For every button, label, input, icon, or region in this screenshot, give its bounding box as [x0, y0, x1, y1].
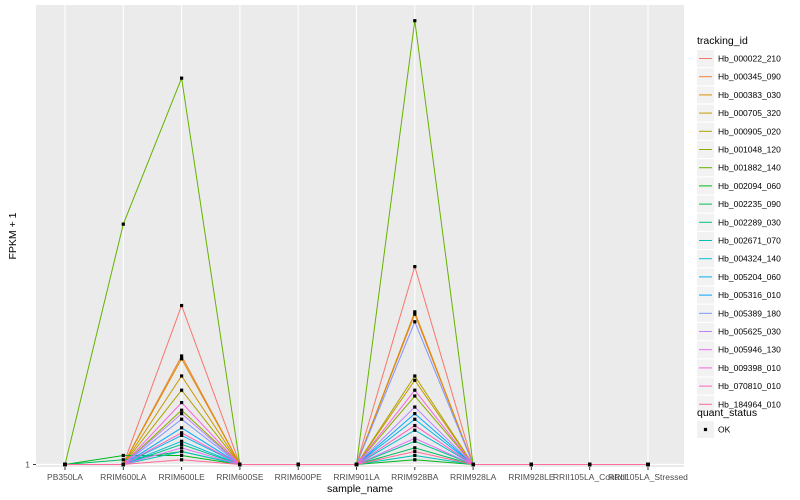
data-point: [413, 458, 417, 462]
data-point: [180, 357, 184, 361]
data-point: [413, 453, 417, 458]
data-point: [121, 462, 125, 467]
legend-label: Hb_005625_030: [718, 327, 781, 337]
legend-label: Hb_000022_210: [718, 54, 781, 64]
legend-label: Hb_005316_010: [718, 290, 781, 300]
data-point: [180, 412, 184, 416]
data-point: [180, 417, 184, 421]
data-point: [413, 378, 417, 382]
plot-panel: [36, 5, 684, 467]
legend-label: Hb_005946_130: [718, 345, 781, 355]
data-point: [413, 439, 417, 443]
legend-title: tracking_id: [697, 35, 748, 47]
legend-label: Hb_005204_060: [718, 272, 781, 282]
data-point: [180, 439, 184, 443]
legend-label: Hb_005389_180: [718, 308, 781, 318]
data-point: [413, 320, 417, 324]
data-point: [413, 19, 417, 23]
legend-label: Hb_184964_010: [718, 399, 781, 409]
data-point: [121, 458, 125, 462]
x-tick-label: RRIM928LE: [508, 472, 555, 482]
data-point: [180, 374, 184, 378]
shape-legend-title: quant_status: [697, 407, 757, 419]
data-point: [413, 312, 417, 316]
x-axis: PB350LA RRIM600LA RRIM600LE RRIM600SE RRIM60…: [47, 467, 688, 482]
data-point: [180, 408, 184, 412]
data-point: [588, 462, 592, 467]
data-point: [121, 453, 125, 458]
x-tick-label: RRIM600LE: [158, 472, 205, 482]
y-tick-label: 1: [25, 459, 30, 469]
data-point: [180, 458, 184, 462]
legend-label: Hb_070810_010: [718, 381, 781, 391]
data-point: [121, 222, 125, 226]
data-point: [413, 374, 417, 378]
legend-label: Hb_000905_020: [718, 126, 781, 136]
x-tick-label: RRIM600PE: [275, 472, 323, 482]
data-point: [413, 417, 417, 421]
x-tick-label: RRIM928LA: [450, 472, 497, 482]
x-tick-label: RRII105LA_Stressed: [608, 472, 688, 482]
data-point: [180, 76, 184, 80]
data-point: [646, 462, 650, 467]
data-point: [180, 453, 184, 458]
data-point: [180, 442, 184, 447]
data-point: [413, 394, 417, 398]
y-axis-title: FPKM + 1: [7, 212, 19, 259]
data-point: [180, 354, 184, 358]
data-point: [529, 462, 533, 467]
legend-label: Hb_002671_070: [718, 236, 781, 246]
grid: [36, 5, 684, 467]
legend-label: Hb_000705_320: [718, 108, 781, 118]
data-point: [471, 462, 475, 467]
legend-label: Hb_009398_010: [718, 363, 781, 373]
legend-label: Hb_004324_140: [718, 254, 781, 264]
data-point: [180, 401, 184, 405]
data-point: [413, 449, 417, 454]
x-tick-label: RRIM600SE: [216, 472, 264, 482]
data-point: [180, 426, 184, 430]
data-points: [63, 19, 650, 467]
data-point: [180, 388, 184, 392]
data-point: [354, 462, 359, 467]
shape-legend-label: OK: [718, 425, 731, 435]
x-tick-label: RRII105LA_Control: [553, 472, 627, 482]
data-point: [180, 431, 184, 435]
data-point: [413, 265, 417, 269]
data-point: [180, 433, 184, 438]
legend: tracking_id Hb_000022_210 Hb_000345_090 Hb…: [697, 35, 781, 413]
x-tick-label: RRIM600LA: [100, 472, 147, 482]
data-point: [413, 412, 417, 416]
data-point: [180, 303, 184, 308]
legend-label: Hb_002235_090: [718, 199, 781, 209]
data-point: [413, 388, 417, 392]
shape-legend-key: [703, 427, 708, 432]
data-point: [180, 446, 184, 450]
legend-label: Hb_002289_030: [718, 217, 781, 227]
legend-label: Hb_000345_090: [718, 72, 781, 82]
legend-label: Hb_001882_140: [718, 163, 781, 173]
data-point: [413, 423, 417, 428]
data-point: [238, 462, 242, 467]
shape-legend: quant_status OK: [697, 407, 757, 438]
legend-label: Hb_002094_060: [718, 181, 781, 191]
x-tick-label: RRIM901LA: [333, 472, 380, 482]
legend-label: Hb_001048_120: [718, 145, 781, 155]
x-axis-title: sample_name: [327, 483, 393, 495]
data-point: [296, 462, 300, 467]
data-point: [413, 405, 417, 409]
x-tick-label: RRIM928BA: [391, 472, 439, 482]
data-point: [180, 449, 184, 454]
data-point: [413, 428, 417, 432]
y-axis: 1: [25, 459, 36, 469]
legend-label: Hb_000383_030: [718, 90, 781, 100]
x-tick-label: PB350LA: [47, 472, 83, 482]
data-point: [413, 436, 417, 440]
data-point: [413, 310, 417, 314]
data-point: [413, 446, 417, 450]
data-point: [63, 462, 67, 467]
